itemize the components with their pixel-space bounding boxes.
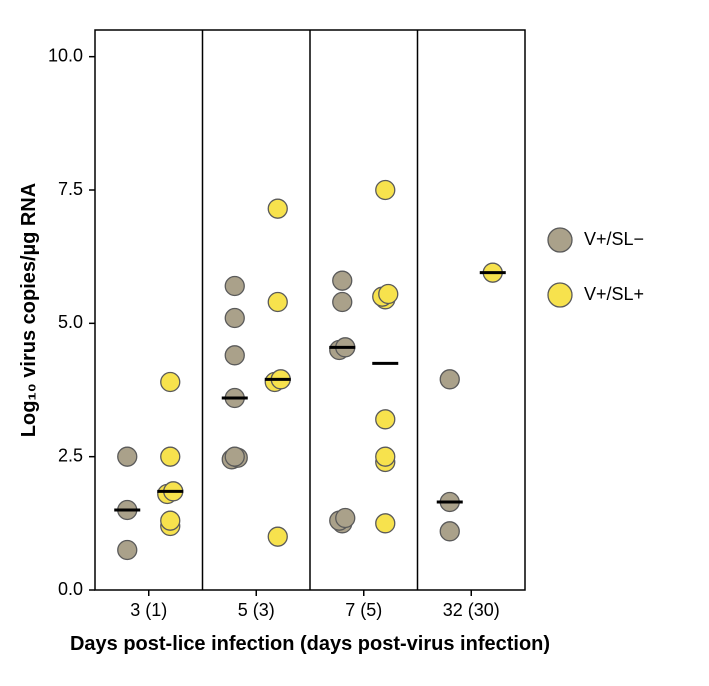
data-point: [161, 447, 180, 466]
data-point: [376, 181, 395, 200]
y-axis-label: Log₁₀ virus copies/µg RNA: [18, 183, 40, 437]
data-point: [268, 199, 287, 218]
legend-label: V+/SL−: [584, 229, 644, 249]
x-tick-label: 32 (30): [443, 600, 500, 620]
x-axis-label: Days post-lice infection (days post-viru…: [70, 633, 550, 655]
y-tick-label: 0.0: [58, 579, 83, 599]
data-point: [440, 522, 459, 541]
y-tick-label: 2.5: [58, 445, 83, 465]
legend-marker: [548, 283, 572, 307]
data-point: [268, 293, 287, 312]
legend-marker: [548, 228, 572, 252]
data-point: [225, 447, 244, 466]
data-point: [333, 271, 352, 290]
data-point: [161, 373, 180, 392]
data-point: [225, 309, 244, 328]
legend-label: V+/SL+: [584, 284, 644, 304]
y-tick-label: 10.0: [48, 45, 83, 65]
data-point: [440, 370, 459, 389]
data-point: [268, 527, 287, 546]
y-tick-label: 5.0: [58, 312, 83, 332]
x-tick-label: 5 (3): [238, 600, 275, 620]
y-tick-label: 7.5: [58, 179, 83, 199]
data-point: [118, 541, 137, 560]
data-point: [118, 447, 137, 466]
data-point: [379, 285, 398, 304]
x-tick-label: 3 (1): [130, 600, 167, 620]
data-point: [376, 410, 395, 429]
data-point: [376, 447, 395, 466]
x-tick-label: 7 (5): [345, 600, 382, 620]
chart-container: 0.0 2.5 5.0 7.5 10.0 3 (1) 5 (3) 7 (5) 32 (30) Lo…: [0, 0, 709, 686]
data-point: [336, 509, 355, 528]
data-point: [376, 514, 395, 533]
data-point: [225, 277, 244, 296]
data-point: [333, 293, 352, 312]
scatter-chart: 0.0 2.5 5.0 7.5 10.0 3 (1) 5 (3) 7 (5) 32 (30) Lo…: [0, 0, 709, 686]
data-point: [225, 346, 244, 365]
data-point: [161, 511, 180, 530]
